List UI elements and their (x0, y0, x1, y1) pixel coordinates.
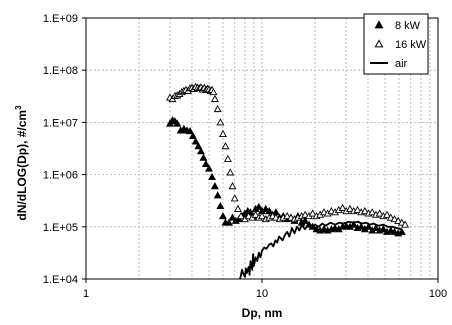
data-point-16-kw (210, 94, 219, 103)
data-point-16-kw (237, 212, 245, 220)
data-marks (166, 82, 410, 280)
data-point-8-kw (261, 204, 270, 212)
data-point-8-kw (194, 142, 203, 150)
y-axis-label: dN/dLOG(Dp), #/cm3 (14, 105, 29, 221)
data-point-16-kw (221, 142, 230, 150)
data-point-8-kw (357, 222, 366, 230)
data-point-16-kw (223, 154, 232, 162)
data-point-16-kw (308, 209, 317, 217)
data-point-16-kw (375, 209, 384, 217)
x-tick-label: 100 (429, 288, 447, 300)
data-point-8-kw (225, 218, 234, 226)
data-point-8-kw (364, 222, 373, 230)
legend-label-16kw: 16 kW (395, 39, 427, 51)
data-point-16-kw (338, 203, 347, 211)
y-tick-label: 1.E+09 (43, 13, 78, 25)
data-point-16-kw (209, 88, 218, 96)
legend-label-air: air (395, 58, 408, 70)
y-tick-label: 1.E+04 (43, 274, 78, 286)
data-point-8-kw (210, 182, 219, 190)
data-point-16-kw (216, 118, 225, 126)
y-axis-label-superscript: 3 (14, 105, 23, 110)
y-tick-label: 1.E+07 (43, 117, 78, 129)
data-point-8-kw (213, 191, 222, 199)
data-point-16-kw (386, 213, 395, 221)
legend-marker-16kw (374, 39, 384, 48)
data-point-8-kw (208, 172, 216, 180)
data-point-8-kw (186, 127, 194, 135)
y-tick-label: 1.E+08 (43, 65, 78, 77)
x-tick-label: 10 (256, 288, 268, 300)
data-point-8-kw (254, 202, 263, 210)
data-point-8-kw (191, 137, 200, 145)
data-point-16-kw (233, 204, 242, 212)
legend-item-air: air (370, 58, 408, 70)
x-tick-label: 1 (83, 288, 89, 300)
data-point-16-kw (301, 210, 310, 218)
data-point-8-kw (349, 220, 358, 228)
data-point-8-kw (188, 131, 197, 139)
data-point-8-kw (201, 159, 210, 167)
data-point-8-kw (379, 225, 388, 233)
data-point-8-kw (216, 201, 225, 210)
data-point-16-kw (230, 194, 239, 202)
data-point-8-kw (205, 164, 213, 172)
data-point-16-kw (401, 220, 410, 228)
legend-marker-8kw (374, 20, 384, 29)
data-point-16-kw (226, 168, 235, 176)
x-axis-ticks: 1 10 100 (83, 279, 447, 300)
legend-item-16kw: 16 kW (374, 39, 427, 51)
data-point-16-kw (228, 182, 237, 190)
data-point-16-kw (258, 212, 266, 220)
data-point-8-kw (199, 153, 208, 161)
data-point-16-kw (283, 212, 292, 220)
legend: 8 kW 16 kW air (363, 13, 429, 75)
data-point-16-kw (368, 208, 377, 216)
legend-item-8kw: 8 kW (374, 20, 421, 32)
data-point-16-kw (353, 205, 362, 213)
data-point-8-kw (173, 119, 182, 127)
data-point-8-kw (301, 216, 310, 224)
y-tick-label: 1.E+05 (43, 222, 78, 234)
data-point-16-kw (213, 104, 222, 113)
x-axis-label: Dp, nm (242, 306, 283, 320)
data-point-8-kw (228, 213, 237, 221)
data-point-8-kw (218, 212, 227, 220)
data-point-16-kw (394, 216, 403, 224)
data-point-8-kw (397, 227, 406, 235)
y-axis-ticks: 1.E+04 1.E+05 1.E+06 1.E+07 1.E+08 1.E+09 (43, 13, 86, 286)
y-axis-label-main: dN/dLOG(Dp), #/cm (15, 110, 29, 221)
data-point-16-kw (218, 129, 227, 137)
y-tick-label: 1.E+06 (43, 170, 78, 182)
data-point-8-kw (371, 223, 380, 231)
y-axis-label-group: dN/dLOG(Dp), #/cm3 (14, 105, 29, 221)
data-point-16-kw (383, 210, 391, 218)
legend-label-8kw: 8 kW (395, 20, 421, 32)
data-point-16-kw (271, 213, 280, 221)
data-point-16-kw (390, 215, 399, 223)
data-point-16-kw (345, 204, 354, 212)
data-point-8-kw (197, 147, 205, 155)
data-point-16-kw (251, 210, 260, 218)
series-line-air (239, 220, 402, 280)
data-point-16-kw (360, 206, 369, 215)
